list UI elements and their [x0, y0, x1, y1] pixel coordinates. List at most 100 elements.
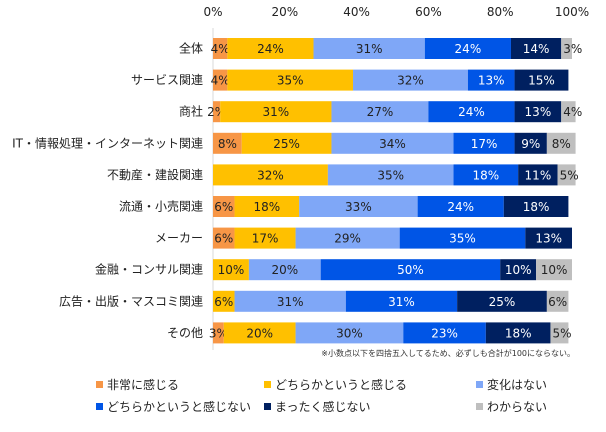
category-label: 不動産・建設関連: [107, 167, 203, 182]
bar-segment: [403, 322, 486, 344]
bar-segment: [561, 38, 572, 59]
legend-item: どちらかというと感じる: [264, 376, 407, 393]
legend-label: わからない: [487, 400, 548, 414]
legend-label: 非常に感じる: [107, 378, 180, 392]
data-label: 31%: [277, 295, 304, 309]
data-label: 6%: [214, 232, 233, 246]
data-label: 33%: [345, 200, 372, 214]
bar-segment: [241, 132, 332, 154]
x-axis-ticks: 0% 20% 40% 60% 80% 100%: [203, 5, 589, 19]
bar-segment: [453, 164, 519, 186]
bar-segment: [500, 259, 537, 281]
data-label: 31%: [388, 295, 415, 309]
bar-segment: [213, 290, 235, 312]
x-tick-label: 60%: [415, 5, 442, 19]
data-label: 4%: [211, 42, 230, 56]
bar-segment: [518, 164, 558, 186]
bar-segment: [234, 290, 346, 312]
legend-item: わからない: [476, 398, 547, 415]
bar-segment: [213, 164, 328, 186]
bar-segment: [525, 227, 572, 249]
data-label: 30%: [336, 326, 363, 340]
bar-segment: [453, 132, 515, 154]
legend-swatch: [264, 403, 271, 410]
bar-row: 3% 20% 30% 23% 18% 5%: [209, 322, 572, 344]
bar-segment: [299, 196, 418, 217]
data-label: 18%: [473, 168, 500, 182]
bar-row: 6% 31% 31% 25% 6%: [213, 290, 569, 312]
bar-segment: [295, 322, 404, 344]
bar-segment: [213, 227, 235, 249]
bar-segment: [234, 227, 296, 249]
data-label: 24%: [257, 42, 284, 56]
legend-swatch: [264, 381, 271, 388]
data-label: 18%: [505, 326, 532, 340]
bar-segment: [514, 101, 562, 123]
data-label: 6%: [214, 295, 233, 309]
bar-segment: [213, 322, 224, 344]
bar-row: 6% 18% 33% 24% 18%: [213, 196, 569, 217]
data-label: 17%: [471, 137, 498, 151]
bar-segment: [514, 69, 569, 91]
legend-swatch: [476, 403, 483, 410]
bar-segment: [320, 259, 501, 281]
data-label: 29%: [334, 232, 361, 246]
bar-segment: [467, 69, 515, 91]
footnote: ※小数点以下を四捨五入してるため、必ずしも合計が100にならない。: [321, 348, 575, 358]
category-label: 流通・小売関連: [119, 199, 203, 214]
bar-segment: [331, 101, 429, 123]
data-label: 6%: [214, 200, 233, 214]
legend-swatch: [476, 381, 483, 388]
bar-row: 6% 17% 29% 35% 13%: [213, 227, 572, 249]
x-tick-label: 80%: [487, 5, 514, 19]
data-label: 11%: [525, 168, 552, 182]
data-label: 18%: [254, 200, 281, 214]
legend-label: どちらかというと感じる: [275, 378, 408, 392]
bar-segment: [345, 290, 458, 312]
legend-swatch: [96, 403, 103, 410]
data-label: 24%: [455, 42, 482, 56]
category-label: 広告・出版・マスコミ関連: [59, 294, 203, 308]
bar-segment: [313, 38, 425, 59]
bar-segment: [503, 196, 569, 217]
bar-row: 32% 35% 18% 11% 5%: [213, 164, 579, 186]
bar-segment: [485, 322, 551, 344]
bar-segment: [223, 322, 296, 344]
data-label: 8%: [218, 137, 237, 151]
data-label: 34%: [379, 137, 406, 151]
data-label: 20%: [271, 263, 298, 277]
bar-segment: [248, 259, 321, 281]
bar-segment: [220, 101, 332, 123]
data-label: 10%: [218, 263, 245, 277]
bar-row: 4% 24% 31% 24% 14% 3%: [211, 38, 582, 59]
data-label: 14%: [523, 42, 550, 56]
category-label: 全体: [179, 41, 203, 56]
data-label: 17%: [252, 232, 279, 246]
bars: 4% 24% 31% 24% 14% 3%4% 35% 32% 13% 15%2% 31% 27% 24…: [207, 38, 582, 344]
data-label: 20%: [246, 326, 273, 340]
bar-segment: [457, 290, 547, 312]
bar-segment: [557, 164, 576, 186]
bar-segment: [417, 196, 504, 217]
data-label: 3%: [209, 326, 228, 340]
legend-label: まったく感じない: [275, 400, 371, 414]
data-label: 10%: [505, 263, 532, 277]
bar-segment: [514, 132, 547, 154]
legend-swatch: [96, 381, 103, 388]
data-label: 13%: [525, 105, 552, 119]
bar-segment: [353, 69, 468, 91]
data-label: 24%: [458, 105, 485, 119]
data-label: 31%: [262, 105, 289, 119]
data-label: 6%: [548, 295, 567, 309]
bar-row: 10% 20% 50% 10% 10%: [213, 259, 572, 281]
data-label: 10%: [541, 263, 568, 277]
bar-segment: [331, 132, 454, 154]
legend-item: 非常に感じる: [96, 376, 179, 393]
data-label: 3%: [563, 42, 582, 56]
data-label: 13%: [478, 74, 505, 88]
data-label: 18%: [523, 200, 550, 214]
x-tick-label: 20%: [271, 5, 298, 19]
data-label: 32%: [257, 168, 284, 182]
bar-row: 2% 31% 27% 24% 13% 4%: [207, 101, 582, 123]
